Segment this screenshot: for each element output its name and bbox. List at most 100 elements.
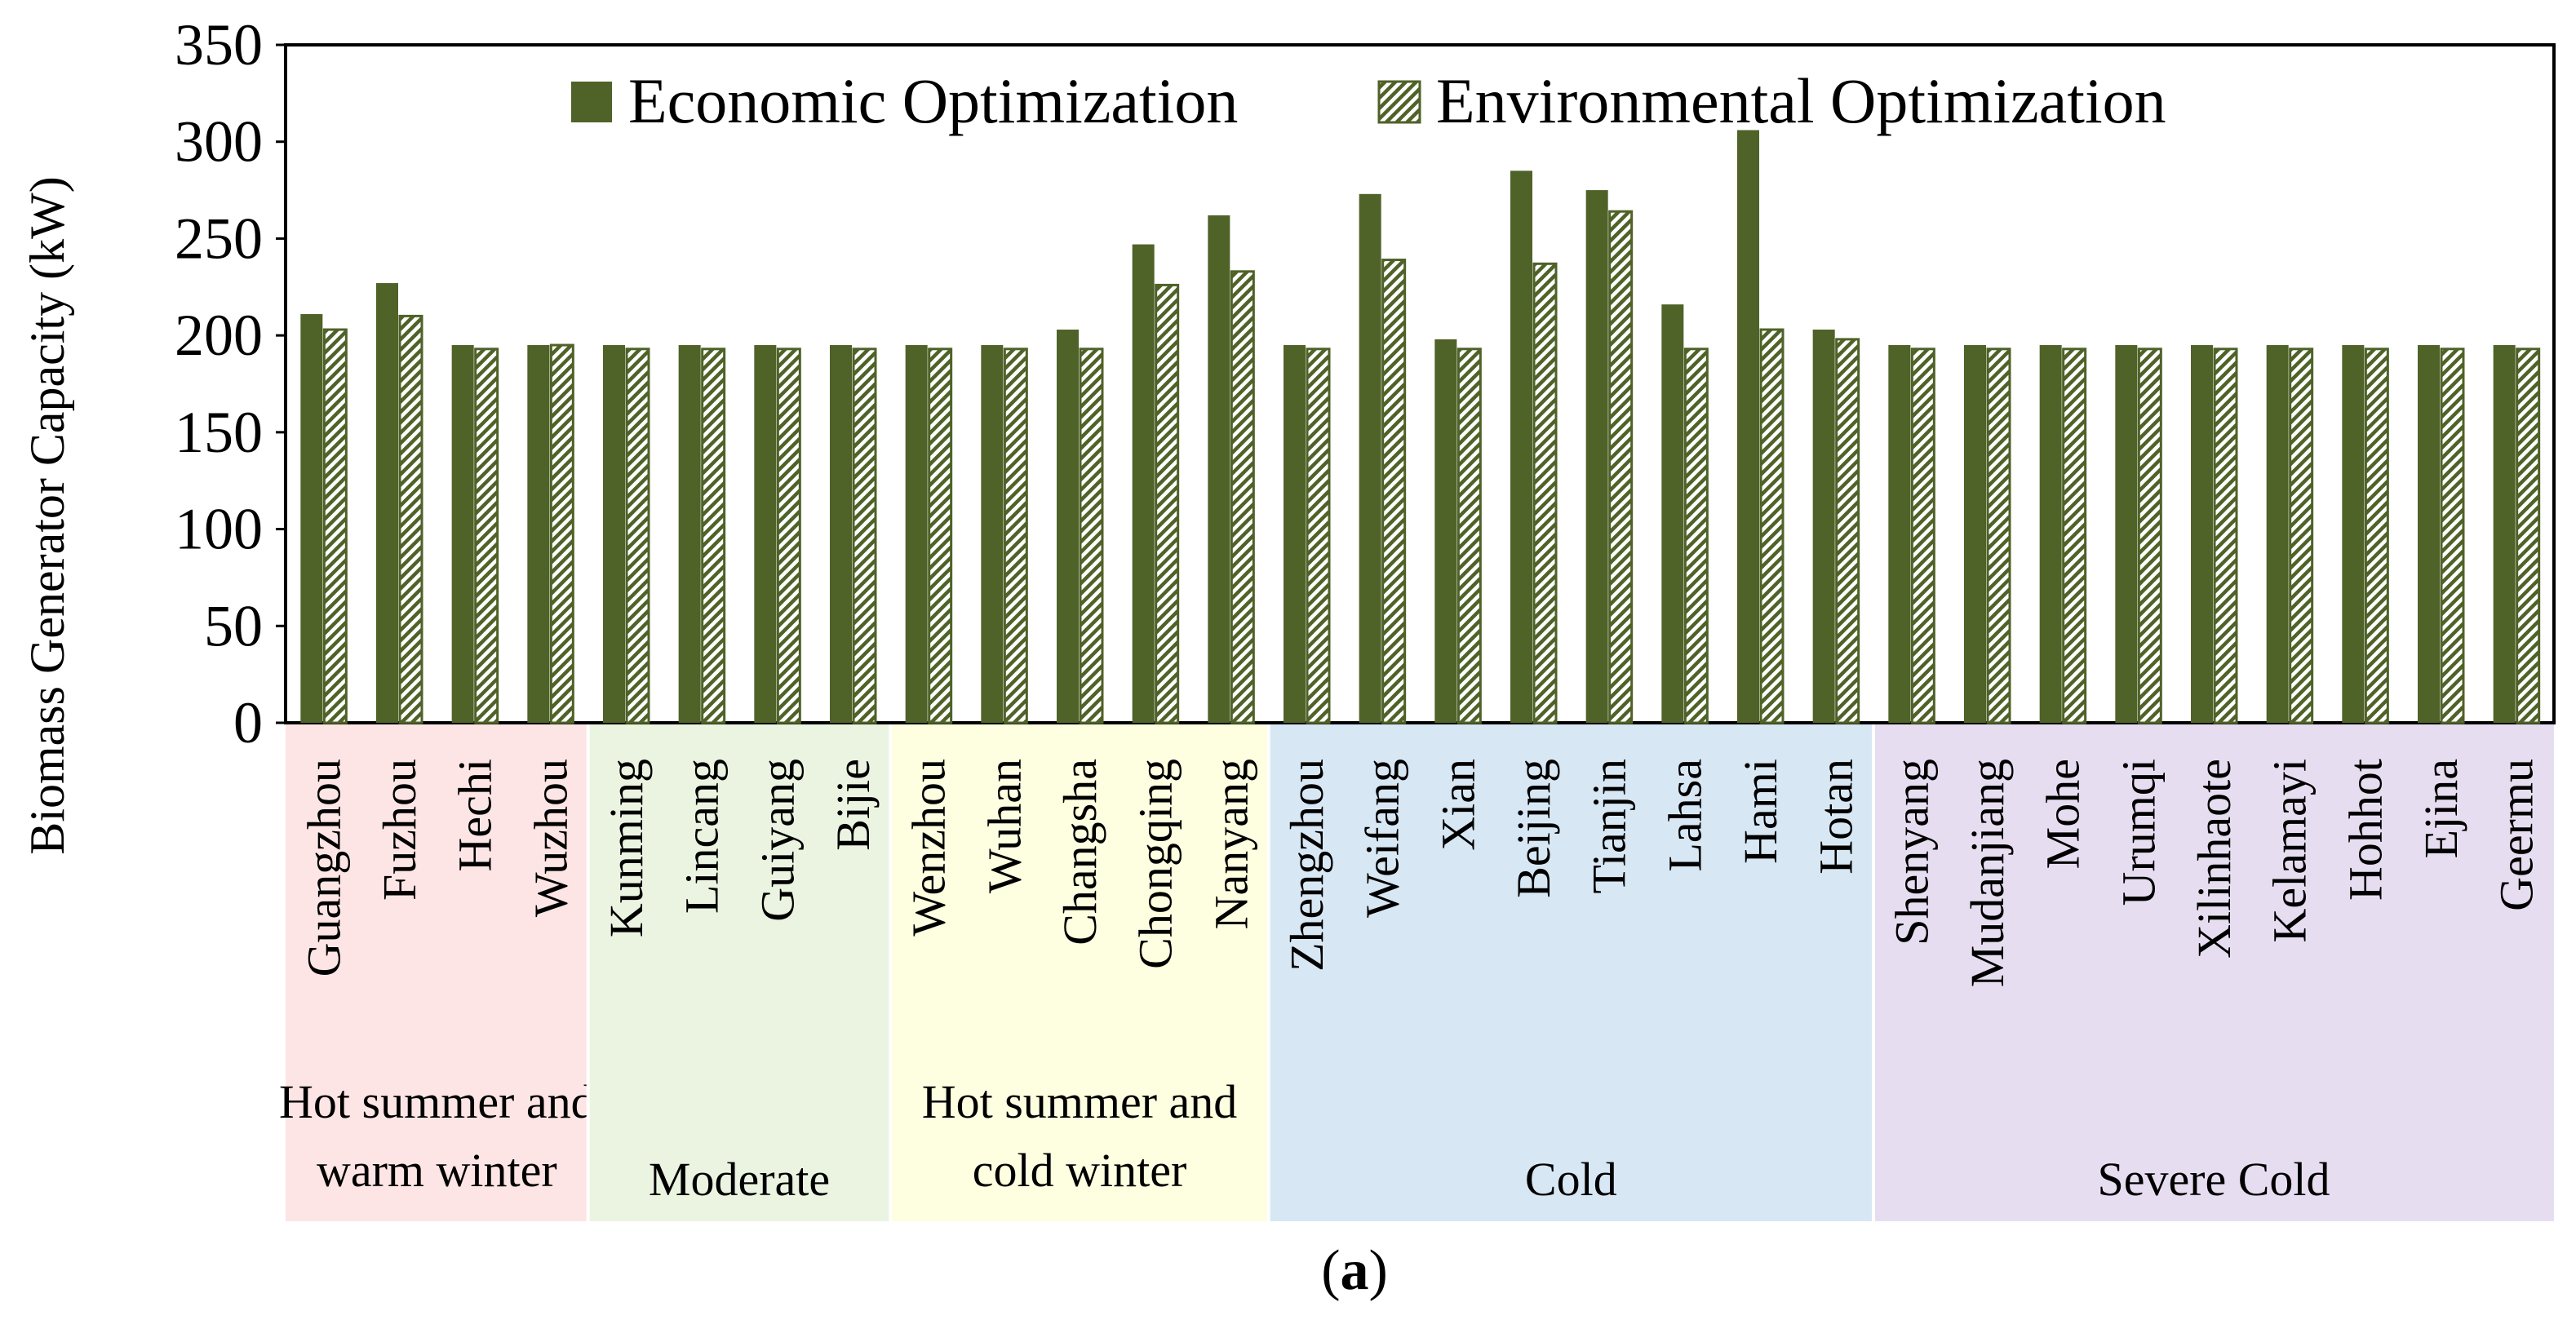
bar-economic — [1510, 171, 1532, 724]
bar-environmental — [1079, 348, 1104, 724]
bar-economic — [1888, 345, 1911, 723]
bar-economic — [2115, 345, 2138, 723]
category-label: Xilinhaote — [2188, 759, 2241, 959]
category-label: Lahsa — [1658, 759, 1711, 872]
category-label: Zhengzhou — [1280, 759, 1333, 972]
plot-border — [284, 43, 2556, 724]
legend-label-economic: Economic Optimization — [628, 65, 1238, 136]
bar-economic — [981, 345, 1004, 723]
category-label: Kelamayi — [2263, 759, 2317, 942]
bar-environmental — [852, 348, 877, 724]
bar-environmental — [1306, 348, 1331, 724]
legend-label-environmental: Environmental Optimization — [1436, 65, 2166, 136]
category-label: Wuzhou — [524, 759, 577, 917]
climate-zone-band — [286, 724, 588, 1221]
bar-environmental — [2364, 348, 2389, 724]
bar-economic — [603, 345, 625, 723]
bar-economic — [2266, 345, 2289, 723]
bar-economic — [2342, 345, 2365, 723]
y-tick-label: 150 — [175, 400, 263, 465]
category-label: Hohhot — [2339, 759, 2392, 901]
category-label: Bijie — [827, 759, 880, 851]
bar-environmental — [701, 348, 726, 724]
climate-zone-label: Cold — [1525, 1153, 1617, 1206]
climate-zone-band — [890, 724, 1269, 1221]
bar-economic — [754, 345, 777, 723]
y-tick-label: 250 — [175, 206, 263, 271]
climate-zone-band — [587, 724, 891, 1221]
category-label: Hami — [1734, 759, 1787, 864]
y-tick-label: 200 — [175, 303, 263, 368]
bar-economic — [451, 345, 474, 723]
y-tick-label: 50 — [204, 593, 263, 658]
y-tick-label: 300 — [175, 109, 263, 175]
bar-economic — [2191, 345, 2213, 723]
bar-environmental — [474, 348, 499, 724]
bar-environmental — [398, 314, 423, 724]
category-label: Kunming — [600, 759, 653, 937]
bar-environmental — [1155, 283, 1180, 724]
climate-zone-label: warm winter — [317, 1144, 557, 1197]
climate-zone-label: Severe Cold — [2097, 1153, 2330, 1206]
category-label: Guangzhou — [297, 759, 350, 977]
category-label: Hechi — [449, 759, 502, 872]
bar-environmental — [928, 348, 953, 724]
bar-economic — [376, 283, 398, 724]
bar-economic — [2039, 345, 2062, 723]
category-labels: Guangzhou Fuzhou Hechi Wuzhou Kunming Lincang… — [297, 759, 2543, 987]
climate-zone-band — [1873, 724, 2554, 1221]
category-label: Mohe — [2037, 759, 2090, 869]
climate-zone-label: Hot summer and — [279, 1075, 595, 1128]
y-axis-label: Biomass Generator Capacity (kW) — [20, 176, 74, 854]
category-label: Nanyang — [1204, 759, 1257, 929]
bar-economic — [1737, 130, 1759, 723]
bar-environmental — [2440, 348, 2465, 724]
bar-environmental — [1532, 262, 1558, 724]
bar-environmental — [1683, 348, 1709, 724]
bar-environmental — [1759, 328, 1785, 724]
bar-economic — [1132, 244, 1155, 724]
category-label: Mudanjiang — [1961, 759, 2014, 987]
category-label: Hotan — [1810, 759, 1863, 875]
bar-economic — [2418, 345, 2440, 723]
category-label: Wuhan — [978, 759, 1031, 893]
bar-environmental — [2213, 348, 2238, 724]
bar-environmental — [1230, 270, 1255, 724]
plot-area — [284, 43, 2556, 724]
category-label: Changsha — [1053, 759, 1106, 946]
bar-environmental — [1910, 348, 1935, 724]
bar-economic — [1964, 345, 1986, 723]
category-label: Xian — [1431, 759, 1484, 851]
category-label: Ejina — [2414, 759, 2467, 858]
category-label: Lincang — [676, 759, 729, 914]
category-label: Tianjin — [1583, 759, 1636, 893]
legend: Economic Optimization Environmental Optim… — [571, 65, 2166, 136]
category-label: Chongqing — [1129, 759, 1182, 969]
bar-economic — [678, 345, 701, 723]
bar-environmental — [1456, 348, 1482, 724]
bar-environmental — [322, 328, 348, 724]
bar-environmental — [1003, 348, 1028, 724]
bar-economic — [527, 345, 550, 723]
bar-economic — [1057, 330, 1079, 723]
bar-environmental — [549, 343, 574, 724]
bar-environmental — [1608, 210, 1634, 724]
bar-environmental — [2062, 348, 2087, 724]
bar-economic — [1359, 193, 1381, 723]
bar-economic — [1284, 345, 1306, 723]
bar-environmental — [2137, 348, 2162, 724]
bar-environmental — [625, 348, 650, 724]
bar-environmental — [776, 348, 801, 724]
bar-economic — [1661, 304, 1684, 723]
legend-swatch-economic — [571, 82, 612, 122]
figure-caption: (a) — [1321, 1239, 1388, 1302]
climate-zone-label: cold winter — [973, 1144, 1187, 1197]
bar-environmental — [2289, 348, 2314, 724]
bar-environmental — [2516, 348, 2541, 724]
legend-swatch-environmental — [1377, 80, 1421, 124]
bar-environmental — [1381, 259, 1407, 724]
climate-zone-label: Moderate — [649, 1153, 830, 1206]
climate-zone-band — [1268, 724, 1873, 1221]
